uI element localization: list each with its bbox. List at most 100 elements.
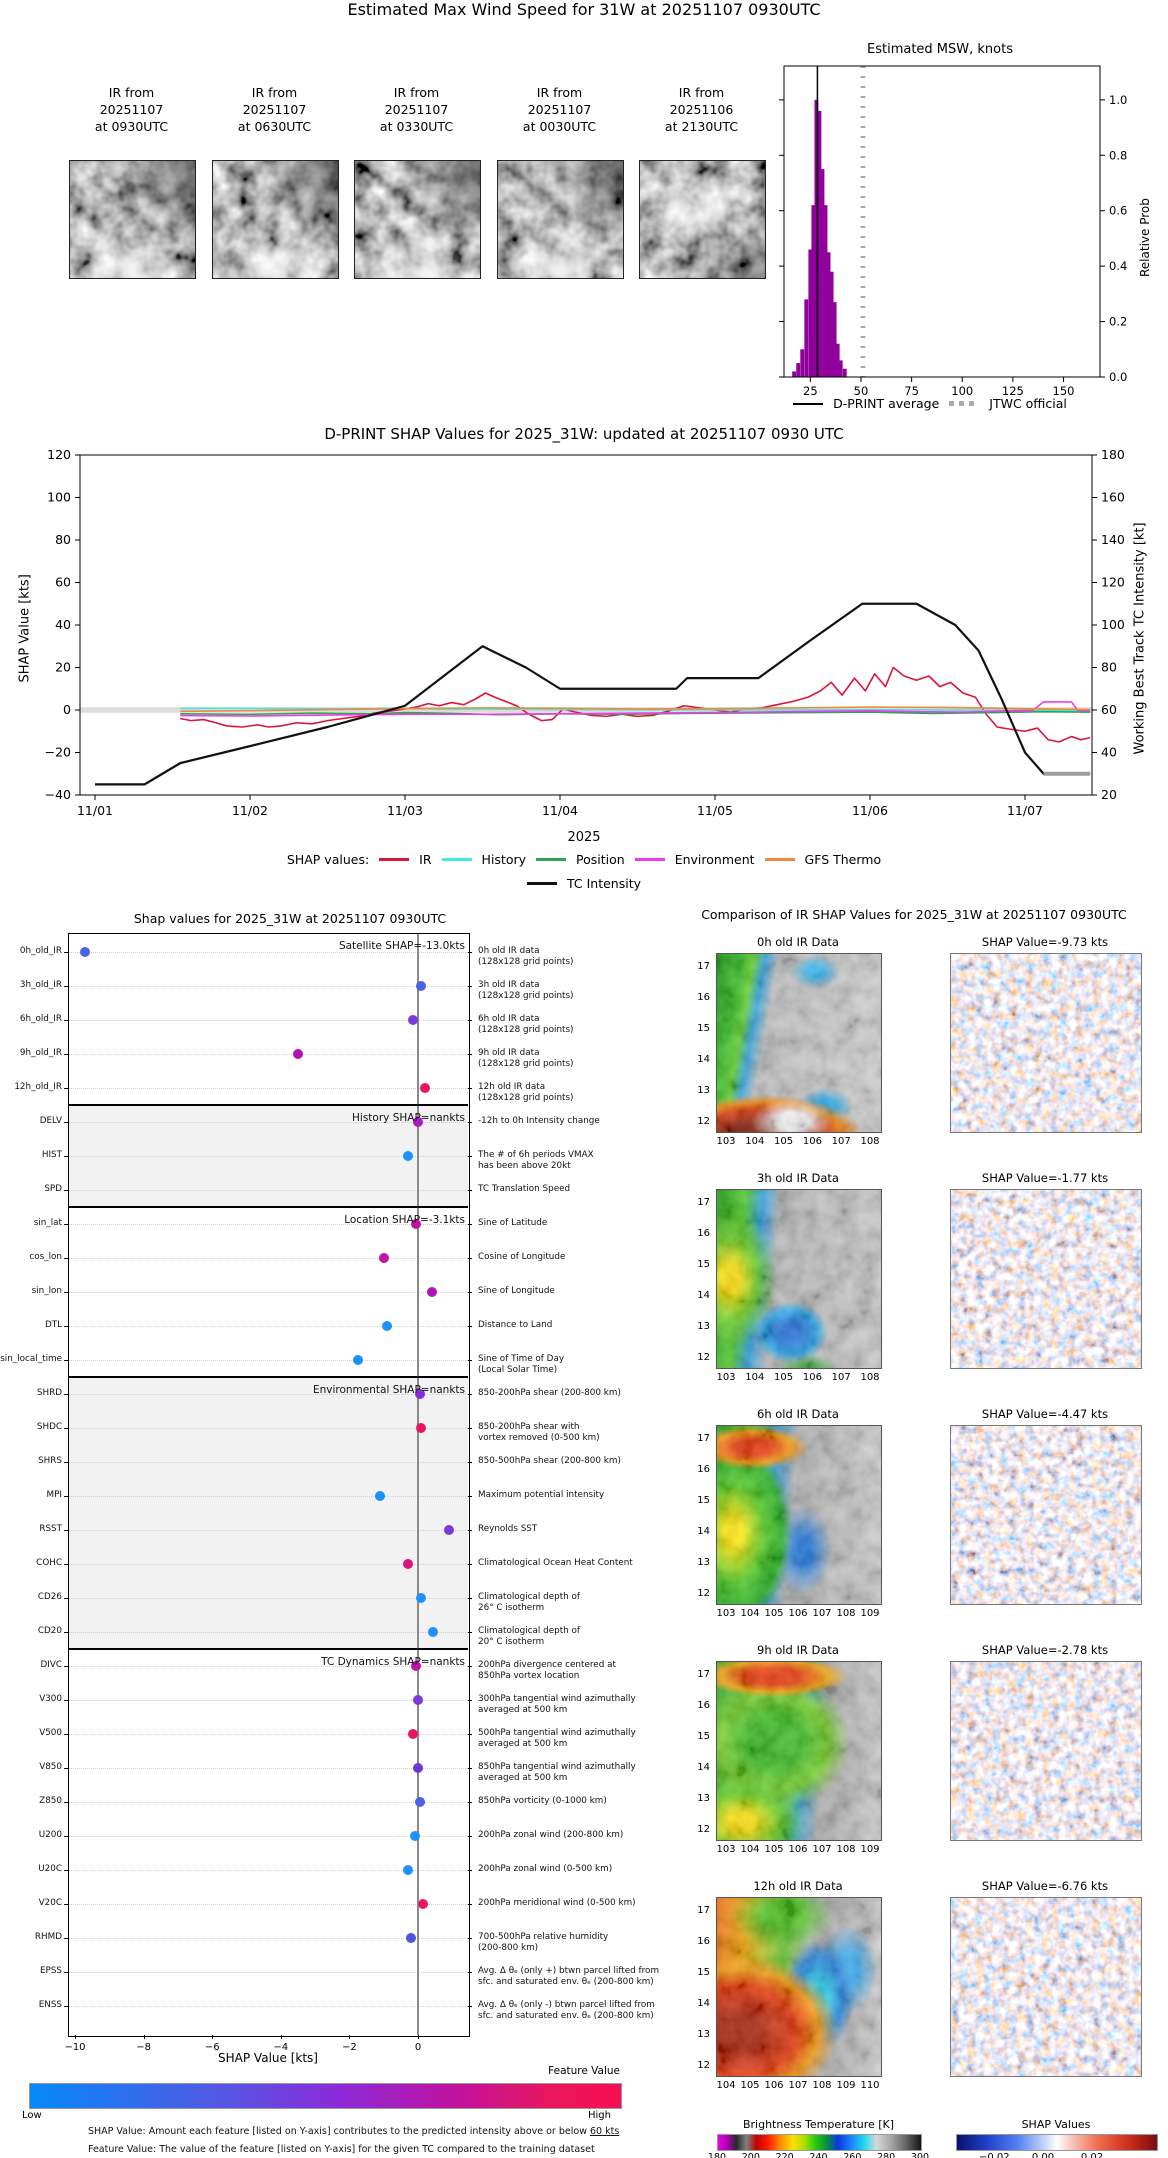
y-tick [64, 1904, 68, 1905]
histogram-bar [792, 371, 797, 377]
ir-thumbnail-label-line3: at 0030UTC [522, 119, 597, 134]
feature-label-RHMD: RHMD [34, 1932, 62, 1942]
y-tick-label: 0.0 [1109, 370, 1127, 384]
row-gridline [68, 1258, 468, 1259]
desc-tick [468, 1428, 472, 1429]
series-line-ir [180, 666, 1091, 743]
ir-y-tick-label: 15 [697, 1731, 710, 1742]
feature-label-cos_lon: cos_lon [29, 1252, 62, 1262]
y-tick-left-label: −20 [45, 745, 71, 760]
row-gridline [68, 1564, 468, 1565]
x-tick-label: 75 [904, 384, 919, 398]
ir-data-panel [716, 1189, 882, 1369]
ir-x-tick-label: 103 [716, 1136, 736, 1147]
desc-tick [468, 1054, 472, 1055]
bt-colorbar-tick-label: 240 [809, 2152, 828, 2158]
jtwc-official-line-swatch [949, 401, 980, 406]
ir-y-tick-label: 13 [697, 1557, 710, 1568]
row-gridline [68, 1122, 468, 1123]
ir-y-tick-label: 16 [697, 1228, 710, 1239]
y-tick [64, 1122, 68, 1123]
y-tick [64, 1666, 68, 1667]
ir-x-tick-label: 108 [812, 2080, 832, 2091]
row-gridline [68, 1632, 468, 1633]
ir-panel-title: 3h old IR Data [757, 1171, 839, 1185]
feature-label-sin_lat: sin_lat [33, 1218, 62, 1228]
feature-desc-V850: 850hPa tangential wind azimuthally avera… [478, 1762, 636, 1783]
ir-thumbnail-label-line2: 20251107 [527, 102, 592, 117]
row-gridline [68, 1360, 468, 1361]
feature-desc-3h_old_IR: 3h old IR data (128x128 grid points) [478, 980, 574, 1001]
y-tick-left-label: 120 [47, 447, 71, 462]
colorbar-high-label: High [588, 2110, 611, 2121]
desc-tick [468, 1972, 472, 1973]
feature-label-sin_local_time: sin_local_time [0, 1354, 62, 1364]
row-gridline [68, 1428, 468, 1429]
y-tick [64, 1394, 68, 1395]
legend-line-swatch [379, 858, 410, 861]
y-tick [64, 1598, 68, 1599]
feature-label-HIST: HIST [41, 1150, 62, 1160]
shap-feature-plot: Shap values for 2025_31W at 20251107 093… [0, 905, 660, 2158]
ir-y-tick-label: 12 [697, 1588, 710, 1599]
histogram-bar [808, 249, 813, 377]
y-tick-right-label: 100 [1101, 617, 1125, 632]
tc-intensity-legend: TC Intensity [0, 876, 1168, 891]
noise-rect [717, 1426, 881, 1604]
shap-dot-U20C [402, 1865, 413, 1875]
ir-x-tick-label: 107 [831, 1372, 851, 1383]
row-gridline [68, 1598, 468, 1599]
legend-series-label: Position [576, 852, 625, 867]
feature-desc-HIST: The # of 6h periods VMAX has been above … [478, 1150, 594, 1171]
row-gridline [68, 1190, 468, 1191]
shap-dot-CD26 [416, 1593, 427, 1603]
y-tick-label: 0.4 [1109, 259, 1127, 273]
x-tick [212, 2035, 214, 2039]
texture-noise [951, 1426, 1141, 1604]
feature-label-V20C: V20C [38, 1898, 62, 1908]
ir-y-tick-label: 15 [697, 1259, 710, 1270]
bt-colorbar-tick-label: 200 [741, 2152, 760, 2158]
legend-line-swatch [764, 858, 795, 861]
texture-noise [951, 1898, 1141, 2076]
ir-thumbnail-shading [213, 161, 338, 278]
y-tick [64, 1428, 68, 1429]
series-line-tc-intensity [95, 602, 1091, 786]
ir-x-tick-label: 105 [764, 1608, 784, 1619]
feature-label-ENSS: ENSS [38, 2000, 62, 2010]
feature-desc-0h_old_IR: 0h old IR data (128x128 grid points) [478, 946, 574, 967]
desc-tick [468, 1700, 472, 1701]
noise-rect [717, 1662, 881, 1840]
series-line-environment [180, 701, 1091, 717]
ir-y-tick-label: 14 [697, 1998, 710, 2009]
feature-label-CD20: CD20 [37, 1626, 62, 1636]
feature-label-12h_old_IR: 12h_old_IR [14, 1082, 62, 1092]
ir-y-tick-label: 17 [697, 1669, 710, 1680]
desc-tick [468, 952, 472, 953]
ir-x-tick-label: 108 [836, 1844, 856, 1855]
ir-thumbnail-image [212, 160, 339, 279]
feature-label-V500: V500 [39, 1728, 62, 1738]
row-gridline [68, 1700, 468, 1701]
desc-tick [468, 1938, 472, 1939]
row-gridline [68, 1870, 468, 1871]
ir-y-tick-label: 12 [697, 1352, 710, 1363]
noise-rect [717, 1190, 881, 1368]
section-header: Location SHAP=-3.1kts [344, 1214, 465, 1226]
ir-thumbnail-label-line3: at 0930UTC [94, 119, 169, 134]
ir-y-tick-label: 13 [697, 1321, 710, 1332]
shap-panel-title: SHAP Value=-9.73 kts [981, 935, 1109, 949]
ir-data-panel [716, 1425, 882, 1605]
y-tick [64, 1530, 68, 1531]
shap-plot-title: Shap values for 2025_31W at 20251107 093… [133, 911, 447, 926]
desc-tick [468, 2006, 472, 2007]
feature-label-EPSS: EPSS [39, 1966, 62, 1976]
legend-series-label: GFS Thermo [804, 852, 882, 867]
shap-dot-6h_old_IR [407, 1015, 418, 1025]
bt-colorbar-tick-label: 300 [910, 2152, 930, 2158]
y-tick-left-label: 20 [55, 660, 71, 675]
ir-x-tick-label: 107 [831, 1136, 851, 1147]
plot-frame [68, 933, 470, 2037]
feature-desc-sin_local_time: Sine of Time of Day (Local Solar Time) [478, 1354, 565, 1375]
zero-line [417, 933, 419, 2035]
